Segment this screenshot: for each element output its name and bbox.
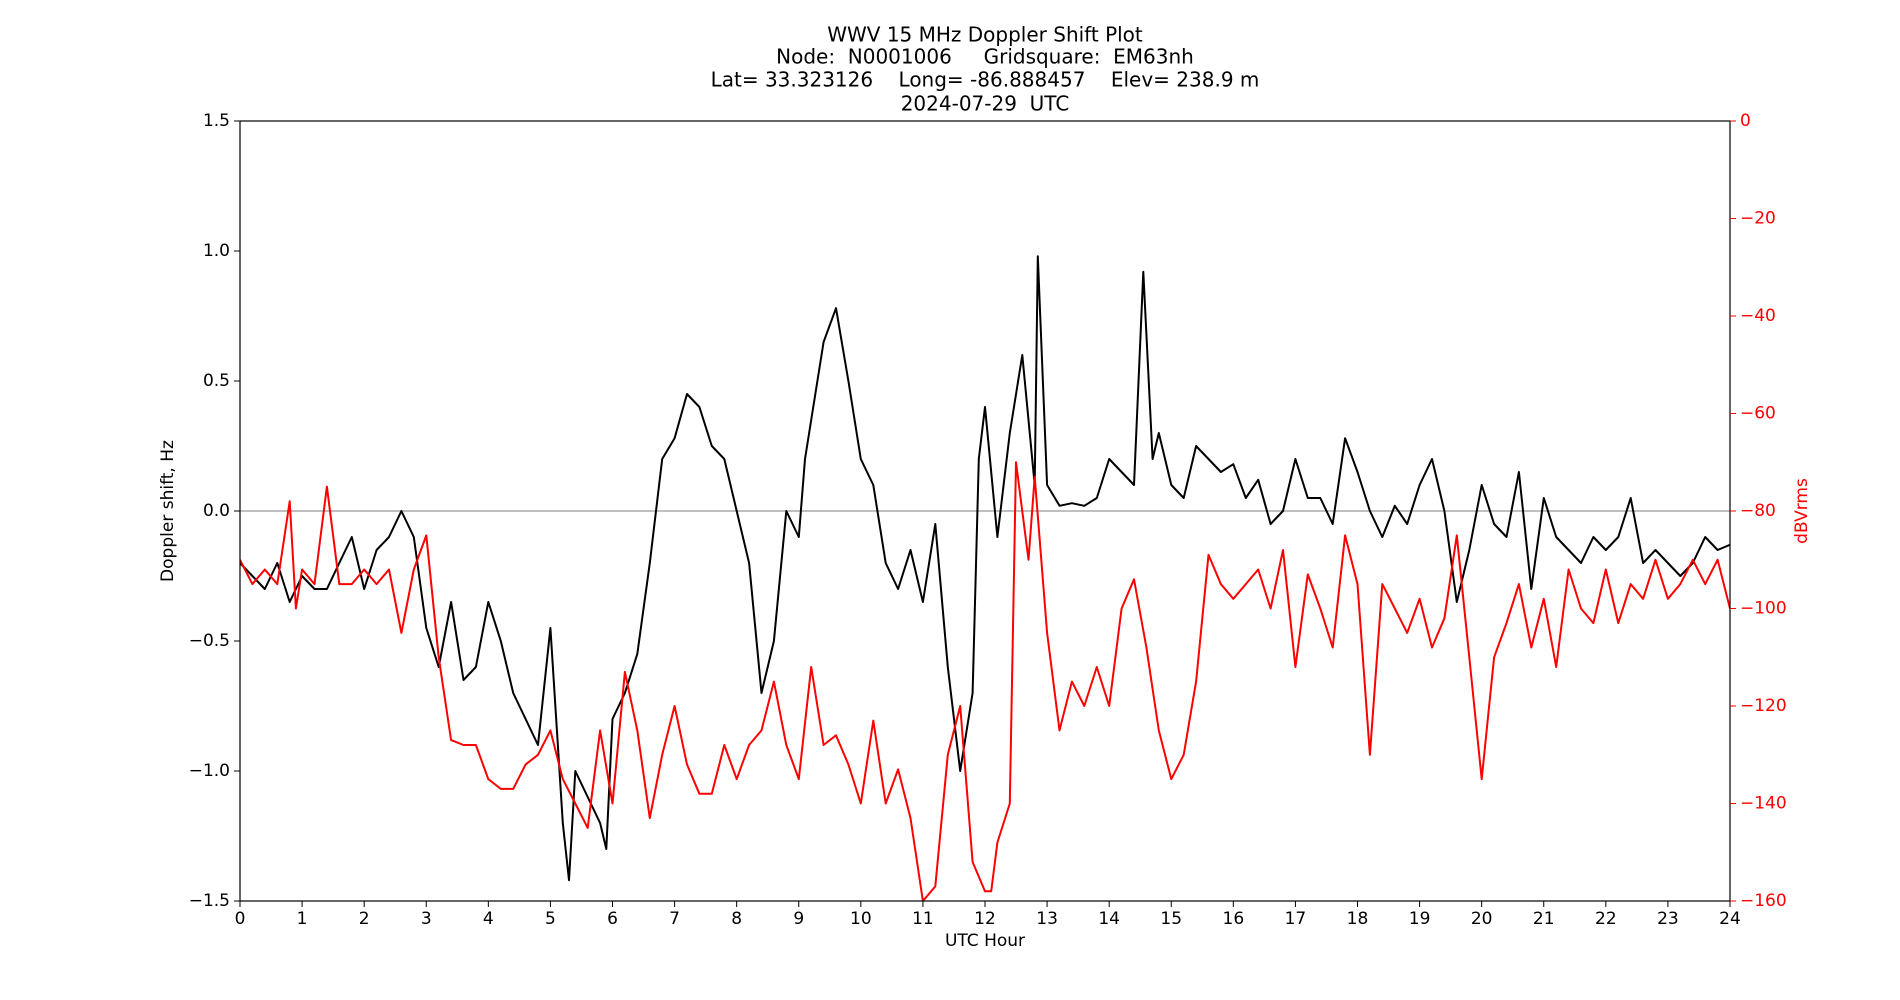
x-tick-label: 2 [359,909,370,929]
x-tick-label: 7 [669,909,680,929]
y2-tick-label: −140 [1740,794,1787,814]
x-axis-label: UTC Hour [945,931,1025,951]
x-tick-label: 8 [731,909,742,929]
y-tick-label: 1.5 [203,111,230,131]
x-tick-label: 20 [1471,909,1493,929]
x-tick-label: 21 [1533,909,1555,929]
x-tick-label: 17 [1285,909,1307,929]
y2-tick-label: −60 [1740,404,1776,424]
x-tick-label: 3 [421,909,432,929]
y-tick-label: 0.5 [203,371,230,391]
chart-title: WWV 15 MHz Doppler Shift Plot [827,23,1143,47]
y2-tick-label: −20 [1740,209,1776,229]
data-line [240,461,1730,901]
x-tick-label: 22 [1595,909,1617,929]
x-tick-label: 13 [1036,909,1058,929]
x-tick-label: 24 [1719,909,1741,929]
x-tick-label: 18 [1347,909,1369,929]
x-tick-label: 0 [235,909,246,929]
x-tick-label: 15 [1160,909,1182,929]
data-line [240,255,1730,882]
y2-tick-label: −40 [1740,306,1776,326]
chart-subtitle: Node: N0001006 Gridsquare: EM63nh [776,45,1194,69]
y2-axis-label: dBVrms [1792,478,1812,544]
x-tick-label: 11 [912,909,934,929]
plot-area [240,255,1730,901]
y2-tick-label: −160 [1740,891,1787,911]
x-tick-label: 14 [1098,909,1120,929]
y2-tick-label: −80 [1740,501,1776,521]
y-axis-label: Doppler shift, Hz [158,440,178,582]
chart-subtitle: 2024-07-29 UTC [901,92,1070,116]
x-tick-label: 6 [607,909,618,929]
y-tick-label: −1.0 [189,761,230,781]
y2-tick-label: −100 [1740,599,1787,619]
x-tick-label: 16 [1223,909,1245,929]
y-tick-label: 1.0 [203,241,230,261]
x-tick-label: 12 [974,909,996,929]
x-tick-label: 5 [545,909,556,929]
y2-tick-label: 0 [1740,111,1751,131]
chart-subtitle: Lat= 33.323126 Long= -86.888457 Elev= 23… [711,68,1260,92]
x-tick-label: 4 [483,909,494,929]
x-tick-label: 23 [1657,909,1679,929]
y-tick-label: −1.5 [189,891,230,911]
x-tick-label: 9 [793,909,804,929]
y2-tick-label: −120 [1740,696,1787,716]
x-tick-label: 10 [850,909,872,929]
x-tick-label: 1 [297,909,308,929]
x-tick-label: 19 [1409,909,1431,929]
y-tick-label: −0.5 [189,631,230,651]
y-tick-label: 0.0 [203,501,230,521]
